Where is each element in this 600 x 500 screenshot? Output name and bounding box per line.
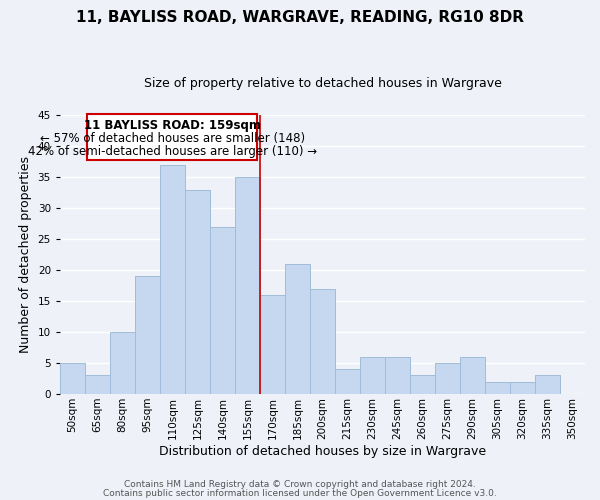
Bar [435,363,460,394]
Bar [160,165,185,394]
Title: Size of property relative to detached houses in Wargrave: Size of property relative to detached ho… [143,78,502,90]
Bar [260,295,285,394]
Bar [510,382,535,394]
Text: 11 BAYLISS ROAD: 159sqm: 11 BAYLISS ROAD: 159sqm [84,119,261,132]
Text: ← 57% of detached houses are smaller (148): ← 57% of detached houses are smaller (14… [40,132,305,145]
Bar [335,370,360,394]
Text: Contains HM Land Registry data © Crown copyright and database right 2024.: Contains HM Land Registry data © Crown c… [124,480,476,489]
Text: 42% of semi-detached houses are larger (110) →: 42% of semi-detached houses are larger (… [28,145,317,158]
Bar [185,190,210,394]
Bar [460,357,485,394]
Bar [60,363,85,394]
Bar [210,227,235,394]
Text: Contains public sector information licensed under the Open Government Licence v3: Contains public sector information licen… [103,488,497,498]
Bar [135,276,160,394]
Y-axis label: Number of detached properties: Number of detached properties [19,156,32,353]
Bar [110,332,135,394]
Bar [235,177,260,394]
Text: 11, BAYLISS ROAD, WARGRAVE, READING, RG10 8DR: 11, BAYLISS ROAD, WARGRAVE, READING, RG1… [76,10,524,25]
Bar [410,376,435,394]
Bar [285,264,310,394]
FancyBboxPatch shape [88,114,257,160]
Bar [360,357,385,394]
Bar [385,357,410,394]
Bar [535,376,560,394]
Bar [485,382,510,394]
X-axis label: Distribution of detached houses by size in Wargrave: Distribution of detached houses by size … [159,444,486,458]
Bar [85,376,110,394]
Bar [310,288,335,394]
